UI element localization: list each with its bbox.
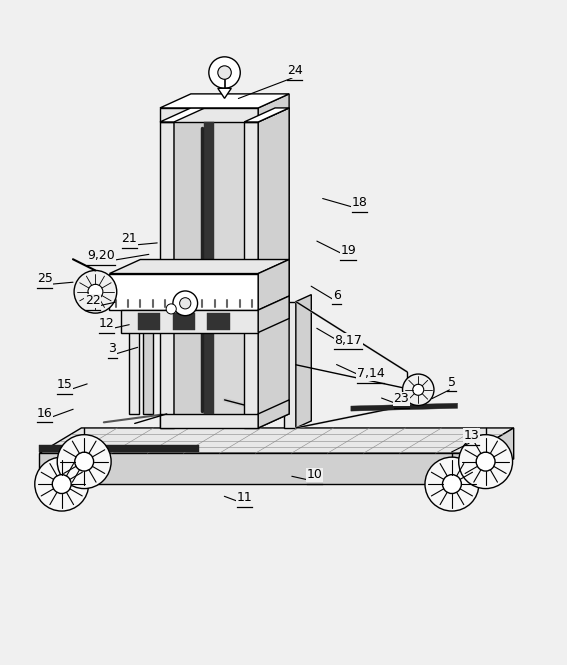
Circle shape — [180, 298, 191, 309]
Text: 8,17: 8,17 — [334, 334, 362, 346]
Circle shape — [218, 66, 231, 79]
Polygon shape — [143, 310, 153, 414]
Text: 12: 12 — [99, 317, 115, 330]
Circle shape — [88, 285, 103, 299]
Text: 6: 6 — [333, 289, 341, 302]
Polygon shape — [172, 313, 195, 330]
Text: 10: 10 — [306, 468, 322, 481]
Circle shape — [413, 384, 424, 395]
Text: 19: 19 — [340, 243, 356, 257]
Polygon shape — [174, 108, 205, 428]
Polygon shape — [258, 259, 289, 310]
Text: 7,14: 7,14 — [357, 367, 384, 380]
Circle shape — [75, 452, 94, 471]
Polygon shape — [258, 94, 289, 122]
Polygon shape — [174, 122, 244, 414]
Text: 25: 25 — [37, 272, 53, 285]
Circle shape — [476, 452, 495, 471]
Text: 16: 16 — [37, 406, 53, 420]
Polygon shape — [218, 88, 231, 98]
Polygon shape — [39, 454, 472, 484]
Circle shape — [74, 271, 117, 313]
Polygon shape — [296, 295, 311, 428]
Text: 15: 15 — [57, 378, 73, 392]
Circle shape — [442, 475, 462, 493]
Polygon shape — [188, 310, 197, 414]
Polygon shape — [121, 310, 258, 332]
Text: 3: 3 — [108, 342, 116, 355]
Polygon shape — [129, 310, 139, 414]
Polygon shape — [109, 273, 258, 310]
Polygon shape — [39, 445, 199, 452]
Polygon shape — [138, 313, 160, 330]
Polygon shape — [244, 122, 258, 428]
Polygon shape — [258, 296, 289, 332]
Circle shape — [425, 457, 479, 511]
Polygon shape — [160, 414, 258, 428]
Polygon shape — [160, 122, 174, 428]
Circle shape — [35, 457, 88, 511]
Polygon shape — [177, 310, 185, 414]
Text: 18: 18 — [352, 196, 367, 209]
Text: 23: 23 — [393, 392, 409, 406]
Text: 22: 22 — [84, 294, 100, 307]
Circle shape — [173, 291, 197, 316]
Polygon shape — [258, 400, 289, 428]
Text: 13: 13 — [464, 429, 480, 442]
Circle shape — [403, 374, 434, 406]
Circle shape — [52, 475, 71, 493]
Circle shape — [166, 304, 176, 314]
Text: 9,20: 9,20 — [87, 249, 115, 262]
Polygon shape — [39, 428, 514, 454]
Polygon shape — [160, 108, 205, 122]
Polygon shape — [284, 302, 296, 428]
Polygon shape — [244, 108, 289, 122]
Text: 21: 21 — [121, 233, 137, 245]
Polygon shape — [258, 108, 289, 414]
Circle shape — [209, 57, 240, 88]
Text: 11: 11 — [236, 491, 252, 504]
Circle shape — [57, 435, 111, 489]
Polygon shape — [109, 259, 289, 273]
Polygon shape — [160, 108, 258, 122]
Polygon shape — [472, 428, 514, 484]
Polygon shape — [160, 94, 289, 108]
Polygon shape — [204, 122, 214, 414]
Text: 5: 5 — [448, 376, 456, 388]
Polygon shape — [207, 313, 230, 330]
Polygon shape — [258, 108, 289, 428]
Circle shape — [459, 435, 513, 489]
Polygon shape — [351, 403, 458, 411]
Text: 24: 24 — [287, 64, 303, 77]
